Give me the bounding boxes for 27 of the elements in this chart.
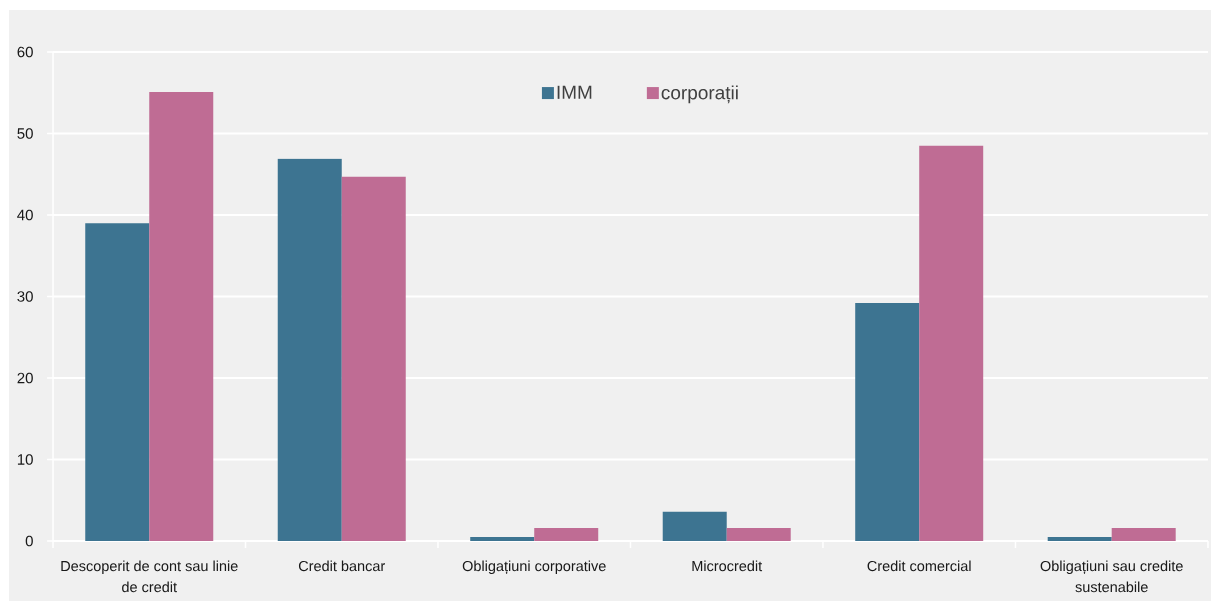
bar: [919, 145, 984, 541]
bar: [855, 303, 920, 541]
x-tick-label: Obligațiuni sau credite sustenabile: [1040, 560, 1183, 593]
x-tick-label: Descoperit de cont sau linie de credit: [61, 560, 238, 593]
legend-label: corporații: [661, 85, 738, 104]
bar: [470, 536, 535, 541]
y-tick-label: 50: [17, 128, 33, 139]
legend-label: IMM: [557, 85, 592, 99]
y-tick-label: 30: [17, 291, 33, 302]
x-tick-label: Obligațiuni corporative: [462, 560, 606, 575]
y-tick-label: 10: [17, 454, 33, 465]
bar: [534, 527, 599, 541]
bar: [149, 91, 214, 541]
bar: [726, 527, 791, 541]
bar: [341, 176, 406, 541]
bar: [277, 158, 342, 541]
x-tick-label: Microcredit: [692, 560, 763, 572]
x-tick-label: Credit bancar: [298, 560, 385, 572]
y-tick-label: 40: [17, 209, 33, 221]
bar: [85, 223, 150, 541]
x-tick-label: Credit comercial: [867, 560, 971, 572]
y-tick-label: 0: [25, 535, 33, 547]
y-tick-label: 20: [17, 372, 33, 384]
y-tick-label: 60: [17, 46, 33, 58]
bar: [1047, 536, 1112, 541]
bar: [662, 511, 727, 541]
bar: [1111, 527, 1176, 541]
